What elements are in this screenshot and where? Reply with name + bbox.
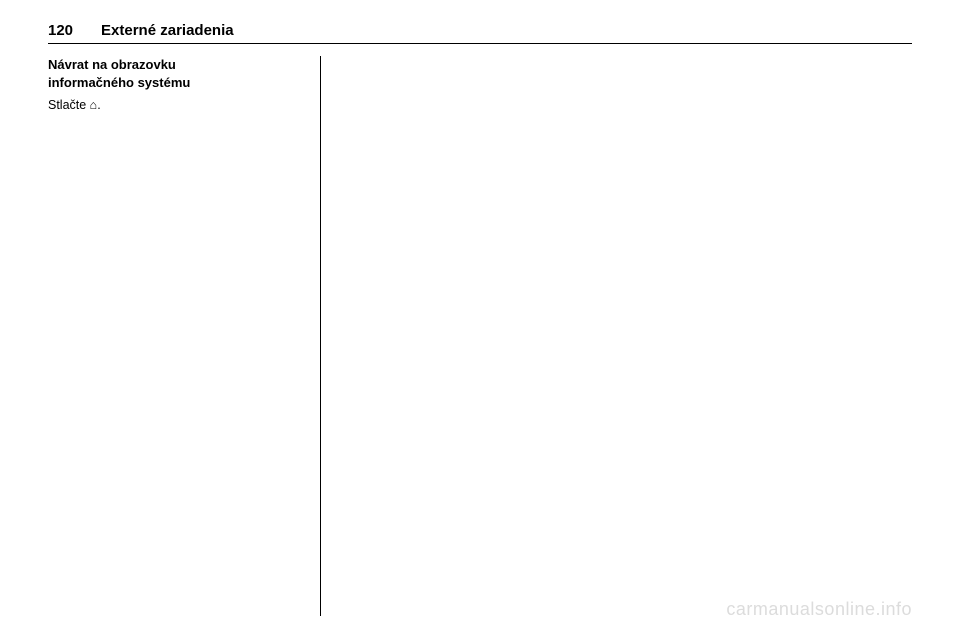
column-divider [320, 56, 321, 616]
heading-line-2: informačného systému [48, 75, 190, 90]
left-column: Návrat na obrazovku informačného systému… [48, 56, 304, 115]
section-title: Externé zariadenia [101, 22, 234, 39]
watermark: carmanualsonline.info [726, 599, 912, 620]
body-text: Stlačte ⌂. [48, 97, 288, 115]
page-number: 120 [48, 22, 73, 39]
subsection-heading: Návrat na obrazovku informačného systému [48, 56, 288, 91]
page-header: 120 Externé zariadenia [48, 22, 912, 44]
heading-line-1: Návrat na obrazovku [48, 57, 176, 72]
content-area: Návrat na obrazovku informačného systému… [48, 56, 912, 616]
page-container: 120 Externé zariadenia Návrat na obrazov… [0, 0, 960, 642]
